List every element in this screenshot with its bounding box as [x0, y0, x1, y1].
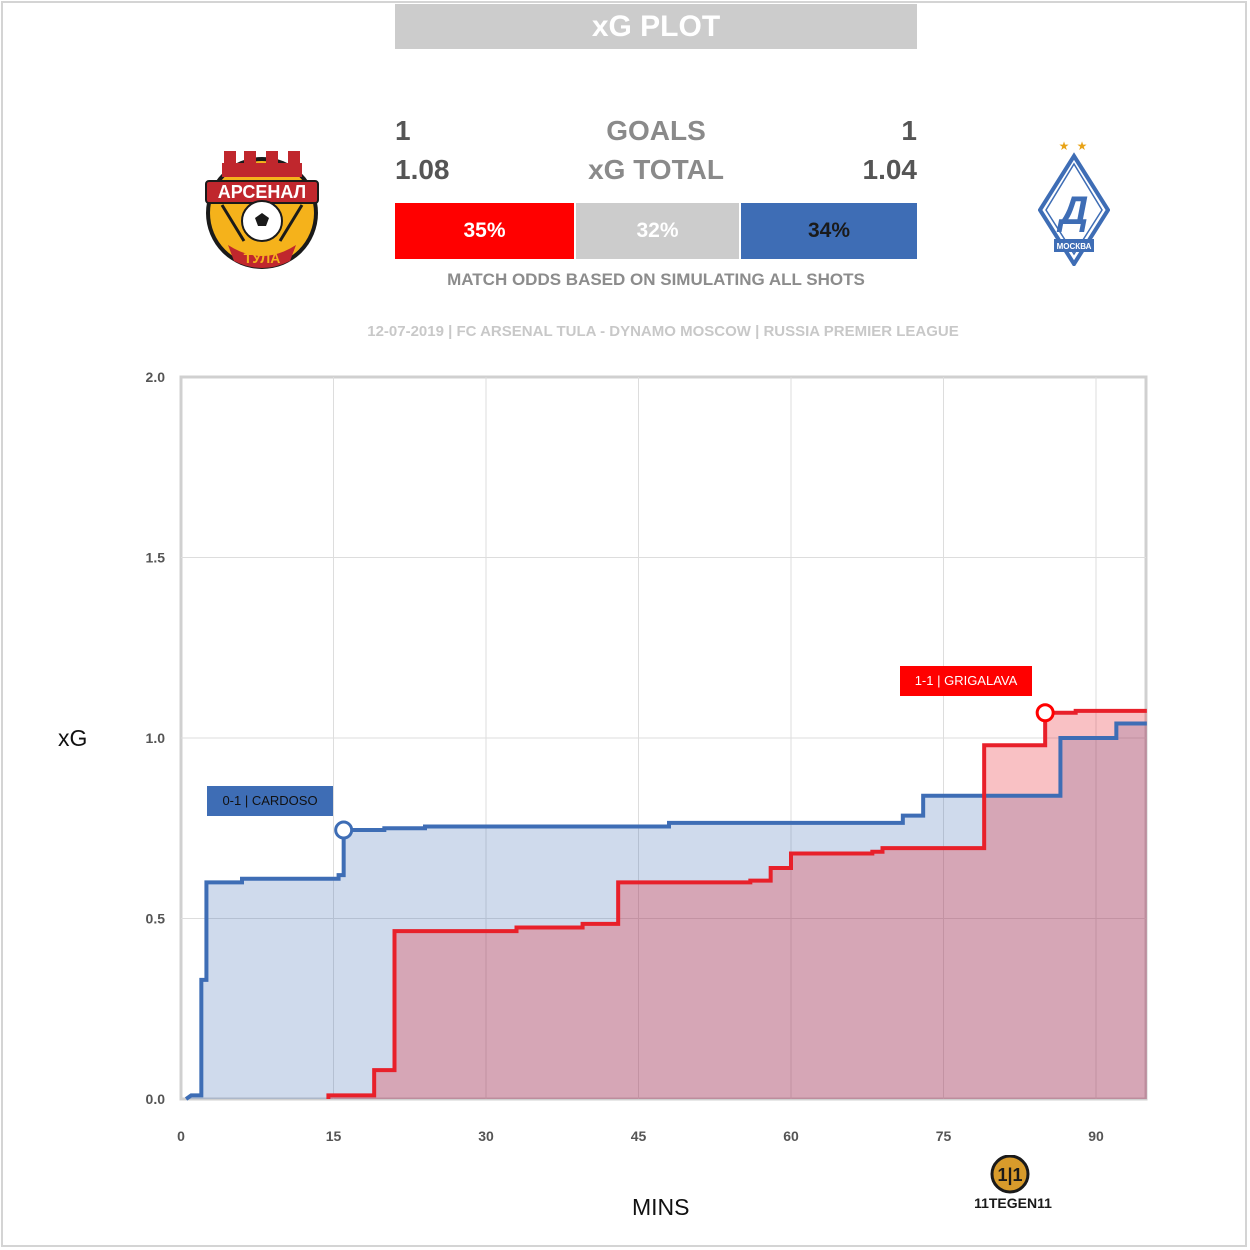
home-series-line [326, 708, 1147, 1099]
y-tick-label: 1.0 [146, 730, 166, 746]
svg-text:1|1: 1|1 [997, 1165, 1022, 1185]
home-xg-total: 1.08 [395, 154, 450, 185]
arsenal-tula-crest-icon: АРСЕНАЛ ТУЛА [205, 151, 319, 269]
goal-marker [1035, 703, 1055, 723]
chart-annotations: 0-1 | CARDOSO 1-1 | GRIGALAVA [207, 666, 1055, 840]
home-goals: 1 [395, 115, 411, 146]
home-series-area [328, 710, 1147, 1099]
x-tick-label: 0 [177, 1128, 185, 1144]
y-tick-label: 0.5 [146, 911, 166, 927]
x-tick-label: 30 [478, 1128, 494, 1144]
svg-text:МОСКВА: МОСКВА [1057, 242, 1092, 251]
goals-label: GOALS [606, 115, 706, 146]
away-series-line [184, 721, 1147, 1101]
y-tick-label: 0.0 [146, 1091, 166, 1107]
away-win-odds: 34% [741, 203, 917, 259]
brand-text: 11TEGEN11 [974, 1195, 1052, 1211]
y-tick-label: 2.0 [146, 369, 166, 385]
svg-text:★: ★ [1077, 139, 1088, 153]
chart-ticks: 0 15 30 45 60 75 90 0.0 0.5 1.0 1.5 2.0 [146, 369, 1104, 1144]
draw-odds: 32% [576, 203, 739, 259]
match-info: 12-07-2019 | FC ARSENAL TULA - DYNAMO MO… [367, 323, 959, 340]
xg-chart: 0 15 30 45 60 75 90 0.0 0.5 1.0 1.5 2.0 0-1 | CARDO… [146, 369, 1148, 1144]
page-title: xG PLOT [395, 4, 917, 49]
goal-label-box [207, 786, 333, 816]
x-tick-label: 60 [783, 1128, 799, 1144]
x-tick-label: 90 [1088, 1128, 1104, 1144]
x-tick-label: 45 [631, 1128, 647, 1144]
home-win-odds: 35% [395, 203, 574, 259]
x-tick-label: 15 [326, 1128, 342, 1144]
svg-text:ТУЛА: ТУЛА [244, 250, 281, 266]
goal-label-box [900, 666, 1032, 696]
y-tick-label: 1.5 [146, 550, 166, 566]
away-xg-total: 1.04 [862, 154, 918, 185]
svg-text:★: ★ [1059, 139, 1070, 153]
away-goals: 1 [901, 115, 917, 146]
chart-lines [184, 708, 1147, 1101]
odds-note: MATCH ODDS BASED ON SIMULATING ALL SHOTS [447, 270, 865, 289]
chart-grid [179, 375, 1148, 1101]
y-axis-label: xG [58, 725, 88, 751]
goal-marker [334, 820, 354, 840]
goal-label-text: 0-1 | CARDOSO [222, 793, 317, 808]
x-tick-label: 75 [936, 1128, 952, 1144]
11tegen11-logo-icon: 1|1 11TEGEN11 [968, 1154, 1058, 1215]
x-axis-label: MINS [632, 1194, 690, 1220]
dynamo-moscow-crest-icon: ★ ★ Д МОСКВА [1038, 139, 1110, 266]
svg-text:Д: Д [1057, 189, 1089, 233]
xg-total-label: xG TOTAL [588, 154, 724, 185]
goal-label-text: 1-1 | GRIGALAVA [915, 673, 1018, 688]
svg-text:АРСЕНАЛ: АРСЕНАЛ [218, 182, 306, 202]
